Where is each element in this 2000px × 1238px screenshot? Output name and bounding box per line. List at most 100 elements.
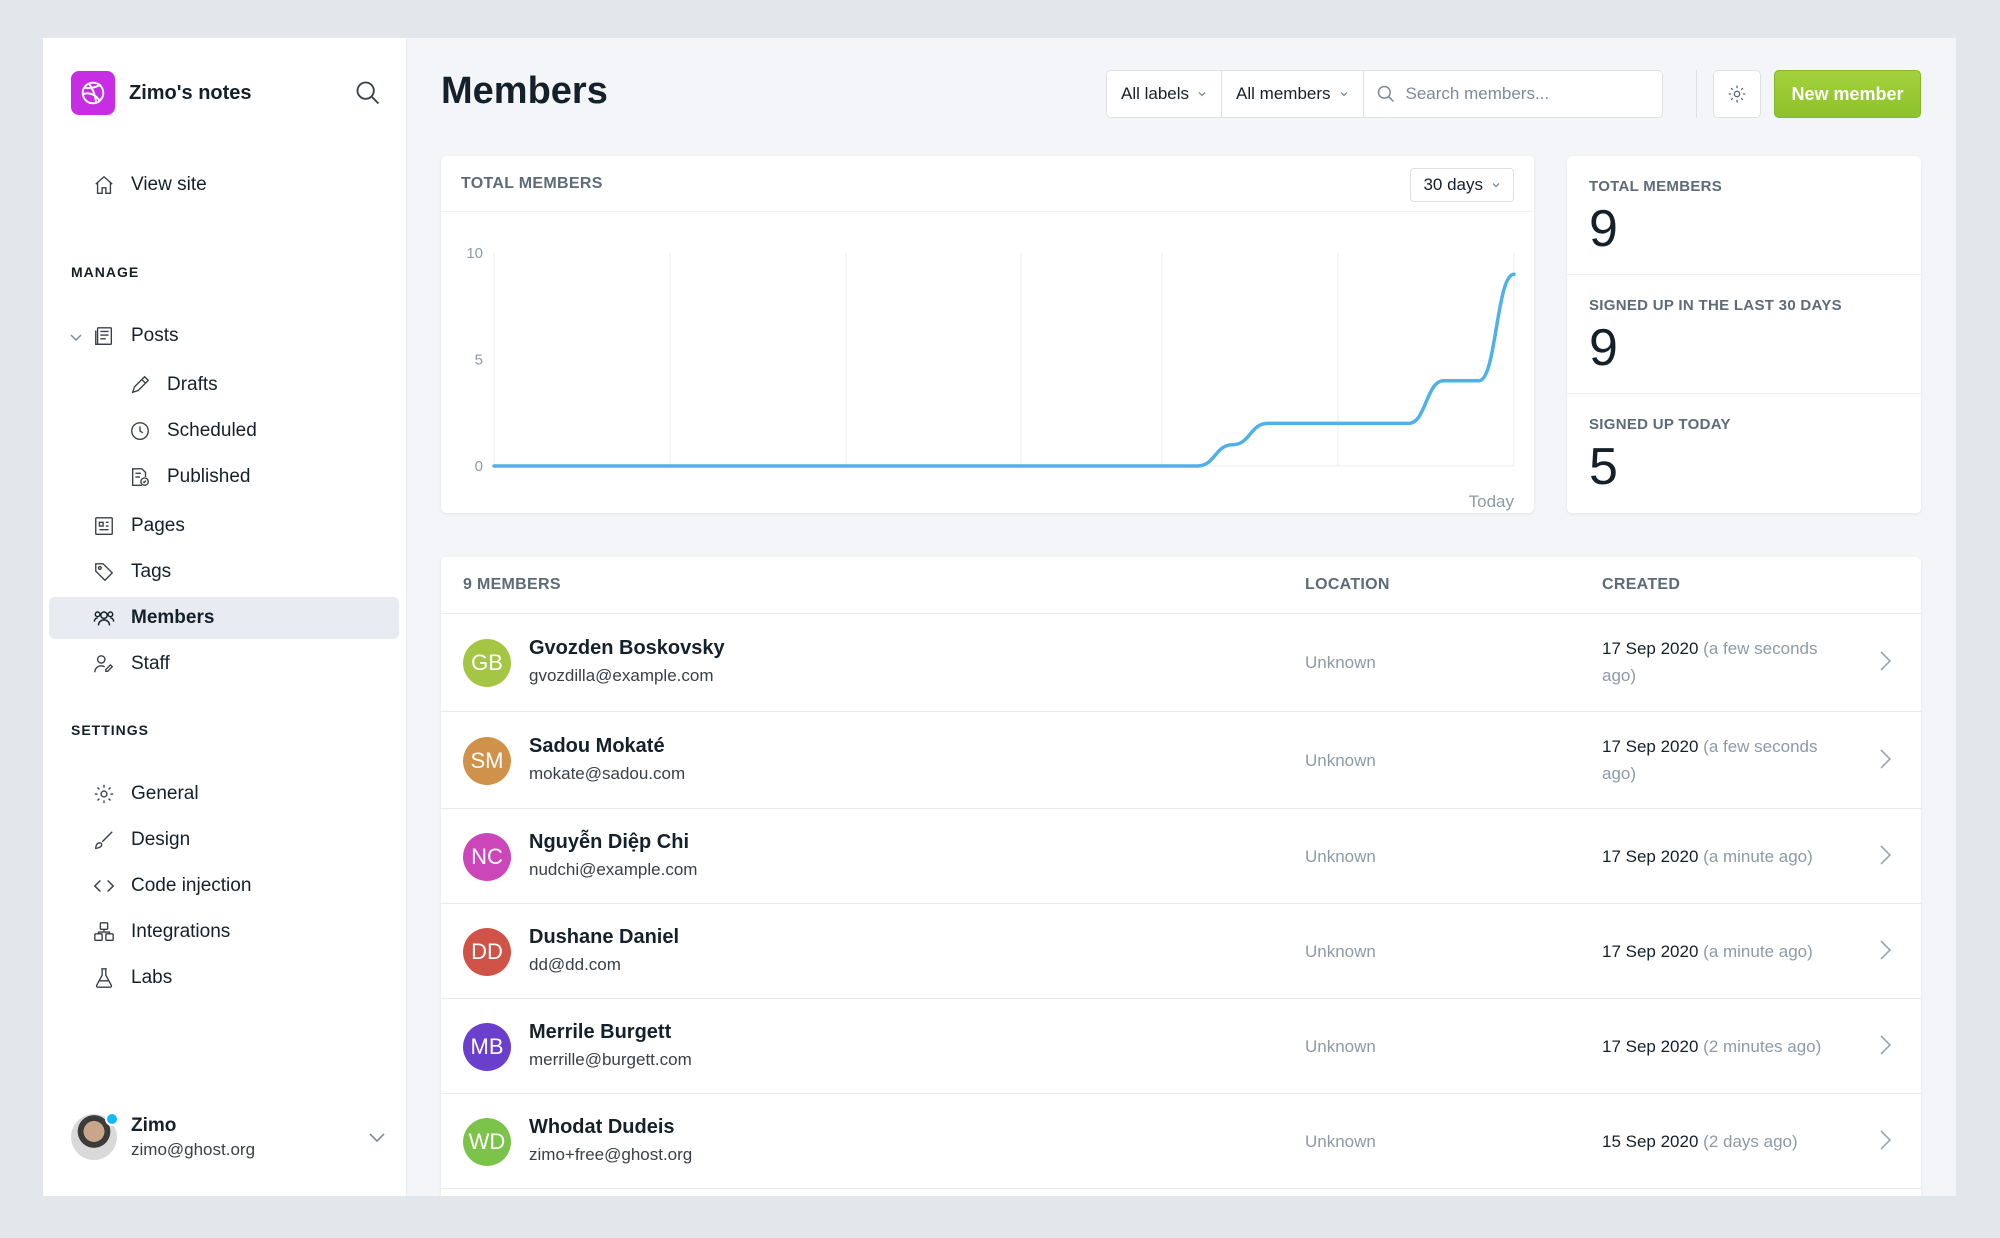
nav-label: Design xyxy=(131,829,191,850)
series-line xyxy=(492,272,1516,468)
user-menu[interactable]: Zimo zimo@ghost.org xyxy=(71,1109,391,1165)
stat-label: SIGNED UP IN THE LAST 30 DAYS xyxy=(1589,297,1842,314)
member-location: Unknown xyxy=(1305,846,1376,866)
search-members[interactable] xyxy=(1364,71,1662,117)
member-email: mokate@sadou.com xyxy=(529,763,686,783)
nav-drafts[interactable]: Drafts xyxy=(49,364,399,406)
range-dropdown[interactable]: 30 days xyxy=(1410,168,1514,202)
sidebar: Zimo's notes View site MANAGE Posts xyxy=(43,38,407,1196)
nav-posts[interactable]: Posts xyxy=(49,315,399,357)
member-avatar: GB xyxy=(463,639,511,687)
nav-published[interactable]: Published xyxy=(49,456,399,498)
gear-icon xyxy=(91,781,117,807)
chevron-down-icon xyxy=(1492,183,1500,188)
chevron-down-icon[interactable] xyxy=(69,329,83,343)
dribbble-icon xyxy=(71,71,115,115)
created-relative: (a few seconds ago) xyxy=(1602,736,1818,783)
tag-icon xyxy=(91,559,117,585)
table-row[interactable]: WD Whodat Dudeis zimo+free@ghost.org Unknow… xyxy=(441,1094,1921,1189)
nav-view-site[interactable]: View site xyxy=(49,164,399,206)
member-avatar: DD xyxy=(463,927,511,976)
x-tick-label: Today xyxy=(1469,492,1515,511)
created-relative: (2 days ago) xyxy=(1703,1131,1798,1151)
column-header-location[interactable]: LOCATION xyxy=(1305,576,1390,593)
table-row[interactable]: NC Nguyễn Diệp Chi nudchi@example.com Unkno… xyxy=(441,809,1921,904)
toolbar-divider xyxy=(1696,70,1697,118)
nav-label: Drafts xyxy=(167,374,218,395)
page-title: Members xyxy=(441,70,608,112)
chevron-right-icon[interactable] xyxy=(1875,648,1895,674)
nav-members[interactable]: Members xyxy=(49,597,399,639)
stats-card: TOTAL MEMBERS 9 SIGNED UP IN THE LAST 30… xyxy=(1567,156,1921,513)
members-settings-button[interactable] xyxy=(1713,70,1761,118)
published-icon xyxy=(127,464,153,490)
new-member-button[interactable]: New member xyxy=(1774,70,1921,118)
chevron-right-icon[interactable] xyxy=(1875,842,1895,868)
nav-code-injection[interactable]: Code injection xyxy=(49,865,399,907)
members-filter-dropdown[interactable]: All members xyxy=(1222,71,1364,117)
brand[interactable]: Zimo's notes xyxy=(71,71,252,115)
member-location: Unknown xyxy=(1305,750,1376,770)
member-created: 17 Sep 2020 (a few seconds ago) xyxy=(1602,635,1852,689)
chevron-down-icon[interactable] xyxy=(365,1125,389,1149)
created-date: 17 Sep 2020 xyxy=(1602,736,1699,756)
header-divider xyxy=(441,613,1921,614)
nav-label: Staff xyxy=(131,653,170,674)
member-location: Unknown xyxy=(1305,1036,1376,1056)
member-name: Gvozden Boskovsky xyxy=(529,637,725,659)
range-label: 30 days xyxy=(1423,175,1483,194)
nav-integrations[interactable]: Integrations xyxy=(49,911,399,953)
search-icon[interactable] xyxy=(354,79,382,107)
filter-bar: All labels All members xyxy=(1106,70,1663,118)
member-email: nudchi@example.com xyxy=(529,859,698,879)
member-email: merrille@burgett.com xyxy=(529,1049,692,1069)
integrations-icon xyxy=(91,919,117,945)
column-header-created[interactable]: CREATED xyxy=(1602,576,1681,593)
member-name: Nguyễn Diệp Chi xyxy=(529,830,690,853)
labels-filter-label: All labels xyxy=(1121,84,1190,103)
stat-label: TOTAL MEMBERS xyxy=(1589,178,1723,195)
nav-tags[interactable]: Tags xyxy=(49,551,399,593)
stat-value: 9 xyxy=(1589,319,1618,377)
member-created: 17 Sep 2020 (2 minutes ago) xyxy=(1602,1033,1852,1060)
brush-icon xyxy=(91,827,117,853)
chevron-right-icon[interactable] xyxy=(1875,1127,1895,1153)
nav-labs[interactable]: Labs xyxy=(49,957,399,999)
nav-design[interactable]: Design xyxy=(49,819,399,861)
member-name: Dushane Daniel xyxy=(529,925,680,948)
member-avatar: MB xyxy=(463,1022,511,1071)
chevron-right-icon[interactable] xyxy=(1875,937,1895,963)
member-location: Unknown xyxy=(1305,1131,1376,1151)
column-header-members: 9 MEMBERS xyxy=(463,576,561,593)
search-input[interactable] xyxy=(1405,84,1646,104)
chevron-right-icon[interactable] xyxy=(1875,746,1895,772)
nav-general[interactable]: General xyxy=(49,773,399,815)
member-name: Whodat Dudeis xyxy=(529,1115,675,1138)
table-row[interactable]: GB Gvozden Boskovsky gvozdilla@example.com… xyxy=(441,614,1921,712)
labels-filter-dropdown[interactable]: All labels xyxy=(1107,71,1223,117)
chevron-right-icon[interactable] xyxy=(1875,1032,1895,1058)
flask-icon xyxy=(91,965,117,991)
member-email: zimo+free@ghost.org xyxy=(529,1144,693,1164)
member-avatar: SM xyxy=(463,736,511,785)
created-relative: (a minute ago) xyxy=(1703,941,1813,961)
chart-title: TOTAL MEMBERS xyxy=(461,174,603,192)
table-row[interactable]: SM Sadou Mokaté mokate@sadou.com Unknown 17 … xyxy=(441,712,1921,809)
created-date: 17 Sep 2020 xyxy=(1602,846,1699,866)
site-title: Zimo's notes xyxy=(129,81,252,104)
created-date: 15 Sep 2020 xyxy=(1602,1131,1699,1151)
nav-label: Published xyxy=(167,466,251,487)
table-row[interactable]: DD Dushane Daniel dd@dd.com Unknown 17 Sep 2… xyxy=(441,904,1921,999)
members-table: 9 MEMBERS LOCATION CREATED GB Gvozden Bos… xyxy=(441,557,1921,1196)
nav-staff[interactable]: Staff xyxy=(49,643,399,685)
nav-pages[interactable]: Pages xyxy=(49,505,399,547)
chevron-down-icon xyxy=(1340,92,1347,97)
posts-icon xyxy=(91,323,117,349)
table-row[interactable]: MB Merrile Burgett merrille@burgett.com Unk… xyxy=(441,999,1921,1094)
nav-label: Code injection xyxy=(131,875,252,896)
member-email: dd@dd.com xyxy=(529,954,621,974)
gear-icon xyxy=(1728,85,1746,103)
staff-icon xyxy=(91,651,117,677)
member-created: 17 Sep 2020 (a few seconds ago) xyxy=(1602,733,1852,787)
nav-scheduled[interactable]: Scheduled xyxy=(49,410,399,452)
